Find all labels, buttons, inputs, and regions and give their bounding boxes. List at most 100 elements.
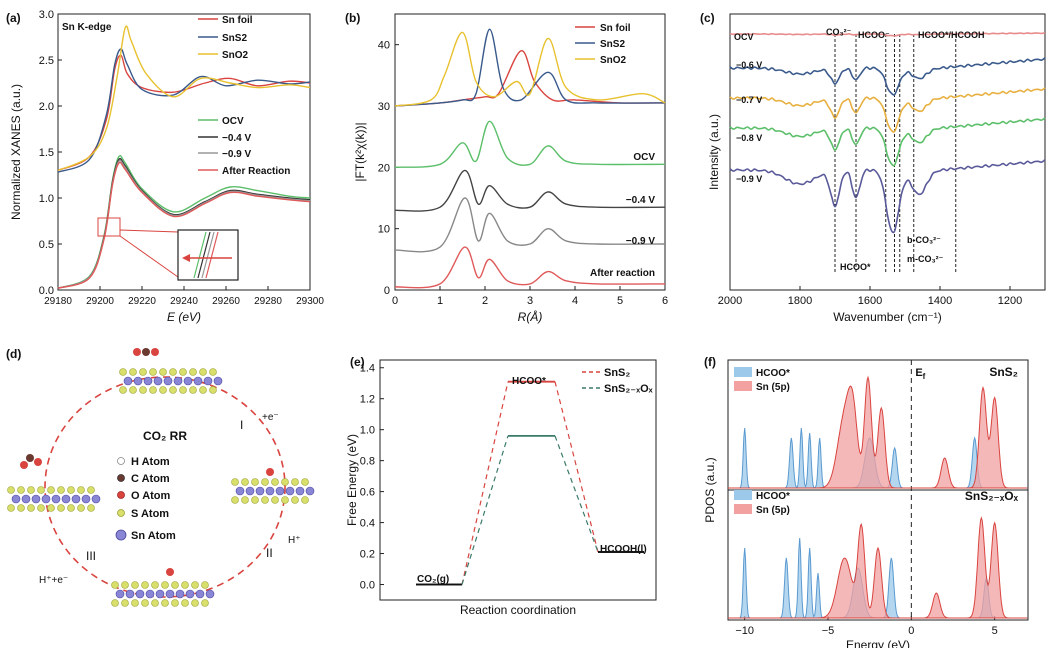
sn-atom <box>185 589 195 599</box>
s-atom <box>17 486 25 494</box>
s-atom <box>7 504 15 512</box>
x-axis-label-a: E (eV) <box>167 310 201 324</box>
sn-atom <box>41 494 51 504</box>
x-axis-label-b: R(Å) <box>518 309 543 324</box>
sn-atom <box>265 486 275 496</box>
y-tick-label-b: 20 <box>378 162 390 174</box>
slab-bottom <box>111 581 215 607</box>
y-tick-label-a: 3.0 <box>39 9 54 21</box>
s-atom <box>191 581 199 589</box>
x-tick-label-a: 29260 <box>212 296 240 307</box>
s-atom <box>159 368 167 376</box>
s-atom <box>111 599 119 607</box>
sn-atom <box>123 376 133 386</box>
legend-label-a: OCV <box>222 116 244 127</box>
panel-label-e: (e) <box>350 355 365 369</box>
fermi-label-f: Ef <box>915 367 925 381</box>
s-atom <box>231 496 239 504</box>
x-axis-label-c: Wavenumber (cm⁻¹) <box>833 310 942 324</box>
sn-atom <box>195 589 205 599</box>
s-atom <box>231 478 239 486</box>
curve-label-b: After reaction <box>590 268 655 279</box>
sn-atom <box>125 589 135 599</box>
sn-atom <box>163 376 173 386</box>
y-axis-label-a: Normalized XANES (a.u.) <box>9 84 23 220</box>
panel-label-b: (b) <box>345 11 360 25</box>
spectrum-line-c <box>729 31 1046 37</box>
panel-label-c: (c) <box>700 11 715 25</box>
series-line-b <box>394 28 666 107</box>
x-tick-label-a: 29220 <box>128 296 156 307</box>
x-tick-label-f: −10 <box>735 625 754 637</box>
legend-swatch-d <box>117 474 125 482</box>
series-line-a <box>57 25 311 172</box>
center-label-d: CO₂ RR <box>143 429 187 443</box>
s-atom <box>87 486 95 494</box>
x-tick-label-a: 29240 <box>170 296 198 307</box>
inset-curve-a <box>197 231 211 279</box>
series-line-b <box>394 120 666 168</box>
step-label-d: H⁺+e⁻ <box>39 575 68 586</box>
legend-label-b: SnO2 <box>600 55 627 66</box>
legend-swatch-f <box>734 490 752 500</box>
x-tick-label-b: 5 <box>617 295 623 307</box>
legend-swatch-f <box>734 381 752 391</box>
sn-atom <box>255 486 265 496</box>
panel-label-a: (a) <box>6 11 21 25</box>
curve-label-c: −0.7 V <box>736 95 762 105</box>
sn-atom <box>91 494 101 504</box>
step-label-d: III <box>86 549 96 563</box>
o-atom <box>151 348 159 356</box>
series-line-b <box>394 246 666 289</box>
subplot-title-f: SnS₂₋ₓOₓ <box>965 489 1019 503</box>
s-atom <box>261 478 269 486</box>
sn-atom <box>11 494 21 504</box>
series-line-a <box>57 48 311 173</box>
y-tick-label-a: 2.0 <box>39 101 54 113</box>
s-atom <box>179 368 187 376</box>
s-atom <box>141 599 149 607</box>
spectrum-line-c <box>729 117 1046 167</box>
legend-swatch-f <box>734 367 752 377</box>
legend-label-f: HCOO* <box>756 368 790 379</box>
s-atom <box>121 599 129 607</box>
legend-label-d: S Atom <box>131 508 169 520</box>
legend-label-f: Sn (5p) <box>756 505 790 516</box>
sn-atom <box>193 376 203 386</box>
spectrum-line-c <box>729 57 1046 96</box>
legend-swatch-d <box>117 509 125 517</box>
s-atom <box>189 386 197 394</box>
annotation-c: HCOO⁻ <box>858 30 890 40</box>
connector-e <box>554 435 599 553</box>
s-atom <box>149 368 157 376</box>
y-tick-label-a: 2.5 <box>39 55 54 67</box>
fermi-label-sub: f <box>923 372 926 381</box>
s-atom <box>281 478 289 486</box>
sn-atom <box>205 589 215 599</box>
sn-atom <box>295 486 305 496</box>
s-atom <box>37 504 45 512</box>
s-atom <box>129 368 137 376</box>
y-axis-label-f: PDOS (a.u.) <box>703 457 717 522</box>
legend-label-a: −0.9 V <box>222 149 252 160</box>
sn-atom <box>51 494 61 504</box>
subplot-title-f: SnS₂ <box>989 365 1018 379</box>
x-tick-label-c: 1400 <box>928 295 952 307</box>
x-tick-label-c: 2000 <box>718 295 742 307</box>
zoom-box-a <box>97 217 121 237</box>
s-atom <box>67 504 75 512</box>
x-tick-label-a: 29300 <box>296 296 324 307</box>
y-axis-label-e: Free Energy (eV) <box>345 434 359 526</box>
s-atom <box>291 496 299 504</box>
y-tick-label-e: 1.0 <box>360 425 375 437</box>
step-label-d: +e⁻ <box>262 412 279 423</box>
s-atom <box>171 599 179 607</box>
sn-atom <box>175 589 185 599</box>
plot-frame-c <box>729 13 1046 291</box>
sn-dos-top <box>728 375 1028 489</box>
legend-label-d: C Atom <box>131 473 170 485</box>
s-atom <box>169 368 177 376</box>
legend-label-a: −0.4 V <box>222 133 252 144</box>
s-atom <box>271 478 279 486</box>
s-atom <box>27 486 35 494</box>
